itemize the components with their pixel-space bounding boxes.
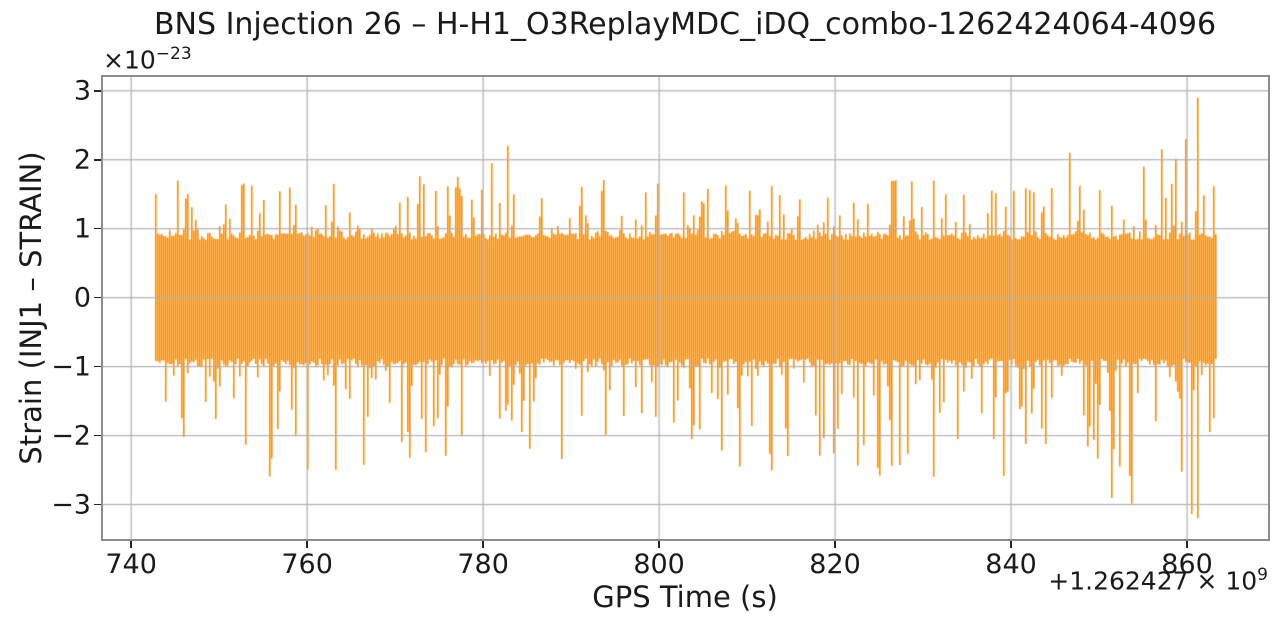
x-tick-mark bbox=[1010, 541, 1012, 548]
x-tick-mark bbox=[834, 541, 836, 548]
y-scale-offset-label: ×10−23 bbox=[103, 44, 192, 75]
x-tick-label: 840 bbox=[985, 549, 1037, 580]
y-scale-exponent: −23 bbox=[155, 44, 192, 64]
y-tick-label: −3 bbox=[51, 489, 91, 521]
y-tick-mark bbox=[94, 158, 101, 161]
y-tick-mark bbox=[94, 227, 101, 230]
y-tick-mark bbox=[94, 89, 101, 92]
x-offset-label: +1.262427 × 109 bbox=[1048, 565, 1268, 596]
y-tick-label: 2 bbox=[73, 144, 91, 176]
x-tick-mark bbox=[658, 541, 660, 548]
y-tick-mark bbox=[94, 434, 101, 437]
x-tick-label: 820 bbox=[809, 549, 861, 580]
y-tick-label: −1 bbox=[51, 351, 91, 383]
x-tick-label: 760 bbox=[281, 549, 333, 580]
x-tick-label: 800 bbox=[633, 549, 685, 580]
x-tick-mark bbox=[306, 541, 308, 548]
x-tick-mark bbox=[1186, 541, 1188, 548]
x-tick-label: 740 bbox=[105, 549, 157, 580]
x-axis-label: GPS Time (s) bbox=[592, 580, 778, 614]
y-tick-mark bbox=[94, 296, 101, 299]
x-tick-mark bbox=[482, 541, 484, 548]
y-tick-label: 1 bbox=[73, 213, 91, 245]
y-tick-mark bbox=[94, 503, 101, 506]
y-tick-mark bbox=[94, 365, 101, 368]
x-tick-mark bbox=[130, 541, 132, 548]
x-tick-label: 860 bbox=[1161, 549, 1213, 580]
x-offset-exponent: 9 bbox=[1257, 565, 1268, 585]
x-offset-base: +1.262427 × 10 bbox=[1048, 566, 1258, 596]
chart-title: BNS Injection 26 – H-H1_O3ReplayMDC_iDQ_… bbox=[153, 7, 1217, 42]
x-tick-label: 780 bbox=[457, 549, 509, 580]
waveform-canvas bbox=[103, 77, 1268, 539]
y-scale-base: ×10 bbox=[103, 45, 156, 75]
y-tick-label: −2 bbox=[51, 420, 91, 452]
y-tick-label: 3 bbox=[73, 75, 91, 107]
y-tick-label: 0 bbox=[73, 282, 91, 314]
